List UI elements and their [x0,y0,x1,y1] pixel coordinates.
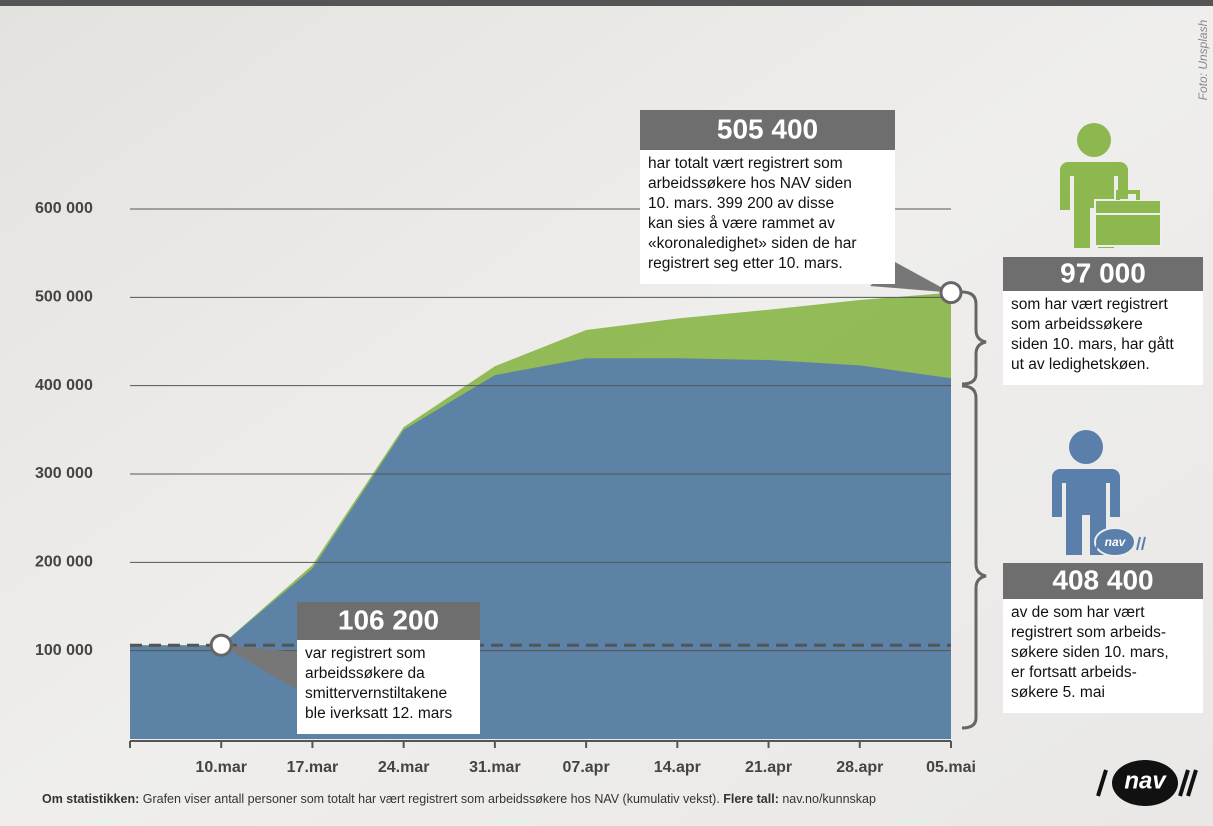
x-tick-label: 28.apr [836,759,883,776]
panel-text: søkere 5. mai [1011,684,1105,701]
callout-text: ble iverksatt 12. mars [305,705,453,722]
callout-value: 106 200 [338,604,439,635]
panel-text: er fortsatt arbeids- [1011,664,1137,681]
chart: 100 000 200 000 300 000 400 000 500 000 600 0… [0,0,1213,826]
page: {"chart_data": {"type": "area", "categor… [0,0,1213,826]
logo-text: nav [1124,767,1167,794]
footer-label: Flere tall: [723,792,779,806]
x-tick-label: 24.mar [378,759,430,776]
panel-text: registrert som arbeids- [1011,624,1166,641]
panel-text: siden 10. mars, har gått [1011,336,1175,353]
badge-logo: nav [1105,535,1127,549]
y-tick-label: 500 000 [35,289,93,306]
callout-text: kan sies å være rammet av [648,215,835,232]
panel-text: søkere siden 10. mars, [1011,644,1169,661]
top-band [0,0,1213,6]
y-tick-label: 300 000 [35,465,93,482]
x-tick-label: 31.mar [469,759,521,776]
panel-text: ut av ledighetskøen. [1011,356,1150,373]
footer-text: Grafen viser antall personer som totalt … [143,792,720,806]
y-tick-label: 400 000 [35,377,93,394]
panel-value: 97 000 [1060,257,1146,288]
y-tick-label: 100 000 [35,642,93,659]
callout-text: smittervernstiltakene [305,685,447,702]
footer: Om statistikken: Grafen viser antall per… [42,792,876,806]
x-tick-label: 05.mai [926,759,976,776]
point-marker [941,283,961,303]
x-tick-label: 17.mar [287,759,339,776]
point-marker [211,635,231,655]
x-tick-label: 10.mar [195,759,247,776]
photo-credit: Foto: Unsplash [1196,19,1210,100]
x-tick-label: 21.apr [745,759,792,776]
callout-text: var registrert som [305,645,426,662]
callout-value: 505 400 [717,113,818,144]
x-tick-label: 07.apr [563,759,610,776]
footer-label: Om statistikken: [42,792,139,806]
panel-text: som arbeidssøkere [1011,316,1143,333]
callout-text: 10. mars. 399 200 av disse [648,195,834,212]
y-tick-label: 600 000 [35,200,93,217]
callout-text: «koronaledighet» siden de har [648,235,857,252]
callout-text: har totalt vært registrert som [648,155,843,172]
x-tick-label: 14.apr [654,759,701,776]
callout-text: arbeidssøkere da [305,665,425,682]
panel-text: som har vært registrert [1011,296,1168,313]
callout-text: registrert seg etter 10. mars. [648,255,843,272]
y-tick-label: 200 000 [35,554,93,571]
footer-link: nav.no/kunnskap [782,792,876,806]
callout-text: arbeidssøkere hos NAV siden [648,175,852,192]
panel-value: 408 400 [1052,564,1153,595]
panel-text: av de som har vært [1011,604,1145,621]
